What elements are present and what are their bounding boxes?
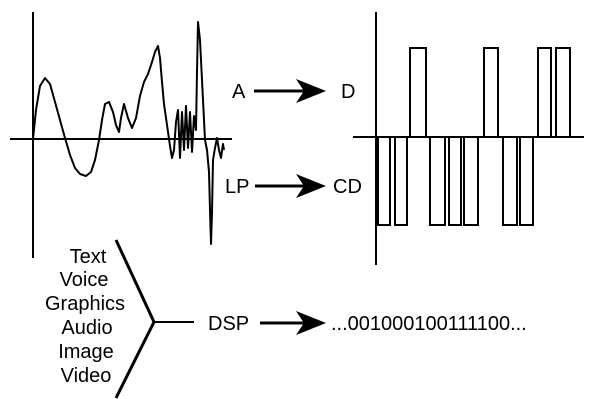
media-types-list: Text Voice Graphics Audio Image Video — [45, 246, 125, 387]
analog-waveform — [32, 21, 225, 245]
media-type-audio: Audio — [61, 317, 112, 339]
conversion-lp-to-cd: LP CD — [225, 174, 362, 198]
dsp-binary-output: ...001000100111100... — [331, 313, 527, 335]
media-type-voice: Voice — [60, 269, 109, 291]
right-arrow-icon — [255, 174, 326, 198]
right-arrow-icon — [260, 311, 326, 335]
dsp-label: DSP — [208, 313, 249, 335]
media-type-video: Video — [61, 365, 112, 387]
digital-waveform — [376, 47, 584, 226]
conversion-from-label: A — [232, 81, 246, 103]
conversion-to-label: CD — [333, 176, 362, 198]
media-type-graphics: Graphics — [45, 293, 125, 315]
conversion-a-to-d: A D — [232, 79, 355, 103]
digital-signal-plot — [353, 12, 584, 265]
right-arrow-icon — [254, 79, 326, 103]
media-type-text: Text — [70, 246, 107, 268]
media-type-image: Image — [58, 341, 114, 363]
converging-bracket — [114, 239, 194, 399]
conversion-from-label: LP — [225, 176, 249, 198]
dsp-processing: DSP ...001000100111100... — [208, 311, 527, 335]
conversion-to-label: D — [341, 81, 355, 103]
analog-signal-plot — [10, 12, 232, 258]
